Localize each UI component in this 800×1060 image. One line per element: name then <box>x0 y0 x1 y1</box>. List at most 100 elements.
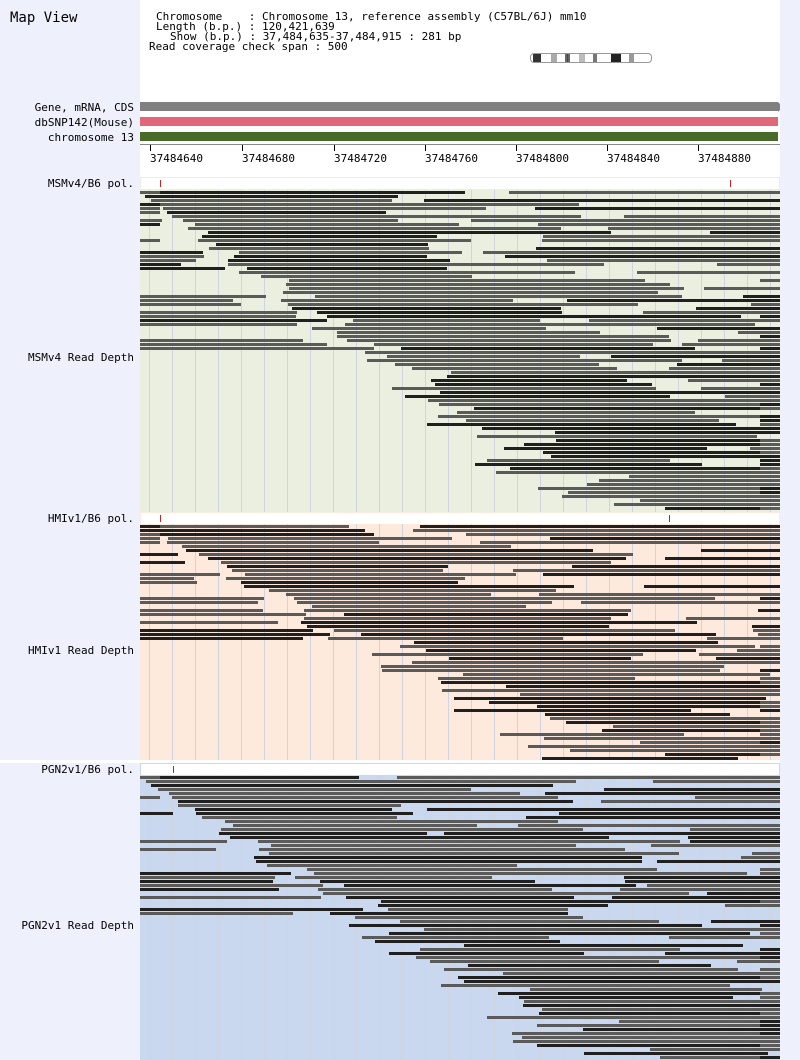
sequence-read[interactable] <box>195 808 392 811</box>
sequence-read[interactable] <box>482 427 780 430</box>
sequence-read[interactable] <box>140 319 327 322</box>
sequence-read[interactable] <box>140 629 313 632</box>
sequence-read[interactable] <box>365 351 780 354</box>
sequence-read[interactable] <box>513 569 780 572</box>
sequence-read[interactable] <box>760 685 780 688</box>
sequence-read[interactable] <box>566 721 780 724</box>
sequence-read[interactable] <box>219 832 427 835</box>
sequence-read[interactable] <box>412 661 762 664</box>
sequence-read[interactable] <box>760 1020 780 1023</box>
sequence-read[interactable] <box>760 972 780 975</box>
sequence-read[interactable] <box>172 215 581 218</box>
sequence-read[interactable] <box>760 347 780 350</box>
sequence-read[interactable] <box>567 299 780 302</box>
sequence-read[interactable] <box>323 892 689 895</box>
sequence-read[interactable] <box>295 876 492 879</box>
sequence-read[interactable] <box>230 836 609 839</box>
sequence-read[interactable] <box>444 832 780 835</box>
sequence-read[interactable] <box>657 860 780 863</box>
sequence-read[interactable] <box>725 904 780 907</box>
sequence-read[interactable] <box>562 495 780 498</box>
sequence-read[interactable] <box>140 896 321 899</box>
sequence-read[interactable] <box>400 920 659 923</box>
sequence-read[interactable] <box>226 577 465 580</box>
sequence-read[interactable] <box>140 311 297 314</box>
sequence-read[interactable] <box>602 729 780 732</box>
sequence-read[interactable] <box>140 872 291 875</box>
sequence-read[interactable] <box>690 828 780 831</box>
sequence-read[interactable] <box>537 705 780 708</box>
sequence-read[interactable] <box>221 561 611 564</box>
sequence-read[interactable] <box>760 729 780 732</box>
sequence-read[interactable] <box>760 737 780 740</box>
sequence-read[interactable] <box>424 928 780 931</box>
sequence-read[interactable] <box>140 573 220 576</box>
sequence-read[interactable] <box>698 339 780 342</box>
snp-marker[interactable] <box>730 180 731 187</box>
sequence-read[interactable] <box>297 601 552 604</box>
sequence-read[interactable] <box>539 1012 780 1015</box>
sequence-read[interactable] <box>542 239 780 242</box>
sequence-read[interactable] <box>753 629 780 632</box>
sequence-read[interactable] <box>677 363 780 366</box>
sequence-read[interactable] <box>690 840 780 843</box>
sequence-read[interactable] <box>503 972 777 975</box>
sequence-read[interactable] <box>498 992 772 995</box>
sequence-read[interactable] <box>487 1016 780 1019</box>
sequence-read[interactable] <box>451 371 780 374</box>
sequence-read[interactable] <box>518 824 780 827</box>
sequence-read[interactable] <box>286 593 491 596</box>
sequence-read[interactable] <box>510 467 780 470</box>
sequence-read[interactable] <box>487 459 670 462</box>
sequence-read[interactable] <box>345 323 755 326</box>
sequence-read[interactable] <box>389 932 750 935</box>
sequence-read[interactable] <box>151 784 553 787</box>
sequence-read[interactable] <box>475 463 702 466</box>
sequence-read[interactable] <box>760 976 780 979</box>
sequence-read[interactable] <box>551 455 780 458</box>
sequence-read[interactable] <box>239 251 462 254</box>
sequence-read[interactable] <box>140 884 323 887</box>
sequence-read[interactable] <box>158 788 471 791</box>
sequence-read[interactable] <box>489 701 780 704</box>
sequence-read[interactable] <box>550 717 780 720</box>
sequence-read[interactable] <box>382 669 720 672</box>
sequence-read[interactable] <box>414 641 718 644</box>
sequence-read[interactable] <box>760 479 780 482</box>
sequence-read[interactable] <box>314 872 747 875</box>
sequence-read[interactable] <box>644 585 780 588</box>
polymorphism-track[interactable] <box>140 177 780 190</box>
sequence-read[interactable] <box>447 375 780 378</box>
sequence-read[interactable] <box>405 395 670 398</box>
sequence-read[interactable] <box>760 399 780 402</box>
sequence-read[interactable] <box>760 423 780 426</box>
sequence-read[interactable] <box>392 387 656 390</box>
sequence-read[interactable] <box>608 227 780 230</box>
sequence-read[interactable] <box>167 541 379 544</box>
sequence-read[interactable] <box>522 1036 780 1039</box>
sequence-read[interactable] <box>477 435 757 438</box>
sequence-read[interactable] <box>247 267 447 270</box>
sequence-read[interactable] <box>505 255 780 258</box>
sequence-read[interactable] <box>543 451 780 454</box>
sequence-read[interactable] <box>760 733 780 736</box>
sequence-read[interactable] <box>397 776 780 779</box>
sequence-read[interactable] <box>438 415 780 418</box>
sequence-read[interactable] <box>140 637 303 640</box>
sequence-read[interactable] <box>269 589 556 592</box>
sequence-read[interactable] <box>743 295 780 298</box>
sequence-read[interactable] <box>688 836 780 839</box>
sequence-read[interactable] <box>760 403 780 406</box>
sequence-read[interactable] <box>195 223 459 226</box>
sequence-read[interactable] <box>512 1032 780 1035</box>
sequence-read[interactable] <box>458 976 780 979</box>
sequence-read[interactable] <box>760 980 780 983</box>
sequence-read[interactable] <box>752 852 780 855</box>
sequence-read[interactable] <box>760 868 780 871</box>
sequence-read[interactable] <box>378 904 608 907</box>
sequence-read[interactable] <box>650 1048 780 1051</box>
sequence-read[interactable] <box>509 191 780 194</box>
sequence-read[interactable] <box>760 948 780 951</box>
sequence-read[interactable] <box>140 812 173 815</box>
sequence-read[interactable] <box>227 565 448 568</box>
